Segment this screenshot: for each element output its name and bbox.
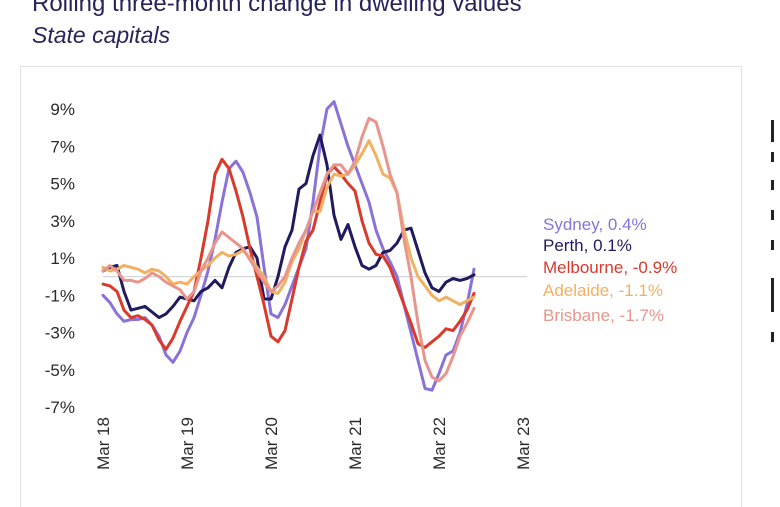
neighbor-edge-decoration — [755, 100, 777, 360]
x-tick-label: Mar 21 — [346, 417, 365, 470]
y-tick-label: -3% — [45, 324, 75, 343]
y-tick-label: 3% — [50, 212, 75, 231]
series-line-melbourne — [101, 157, 476, 351]
x-tick-label: Mar 23 — [514, 417, 533, 470]
x-tick-label: Mar 19 — [178, 417, 197, 470]
chart-panel: 9% 7% 5% 3% 1% -1% -3% -5% -7% Mar 18 Mar 19 Mar 20… — [20, 66, 742, 507]
series-label-brisbane: Brisbane, -1.7% — [543, 306, 664, 325]
y-tick-label: -7% — [45, 398, 75, 417]
series-label-perth: Perth, 0.1% — [543, 236, 632, 255]
y-tick-label: 7% — [50, 137, 75, 156]
y-tick-label: 1% — [50, 249, 75, 268]
series-label-adelaide: Adelaide, -1.1% — [543, 281, 663, 300]
y-tick-label: 5% — [50, 175, 75, 194]
series-label-melbourne: Melbourne, -0.9% — [543, 258, 677, 277]
series-line-adelaide — [101, 139, 476, 307]
line-chart: 9% 7% 5% 3% 1% -1% -3% -5% -7% Mar 18 Mar 19 Mar 20… — [45, 100, 677, 470]
x-tick-label: Mar 22 — [430, 417, 449, 470]
chart-title: Rolling three-month change in dwelling v… — [32, 0, 522, 17]
y-tick-label: 9% — [50, 100, 75, 119]
x-tick-label: Mar 18 — [94, 417, 113, 470]
x-tick-label: Mar 20 — [262, 417, 281, 470]
series-line-perth — [101, 133, 476, 320]
series-line-sydney — [101, 100, 476, 392]
y-tick-label: -5% — [45, 361, 75, 380]
series-label-sydney: Sydney, 0.4% — [543, 215, 647, 234]
chart-subtitle: State capitals — [32, 22, 171, 48]
series-line-brisbane — [101, 116, 476, 383]
y-tick-label: -1% — [45, 286, 75, 305]
